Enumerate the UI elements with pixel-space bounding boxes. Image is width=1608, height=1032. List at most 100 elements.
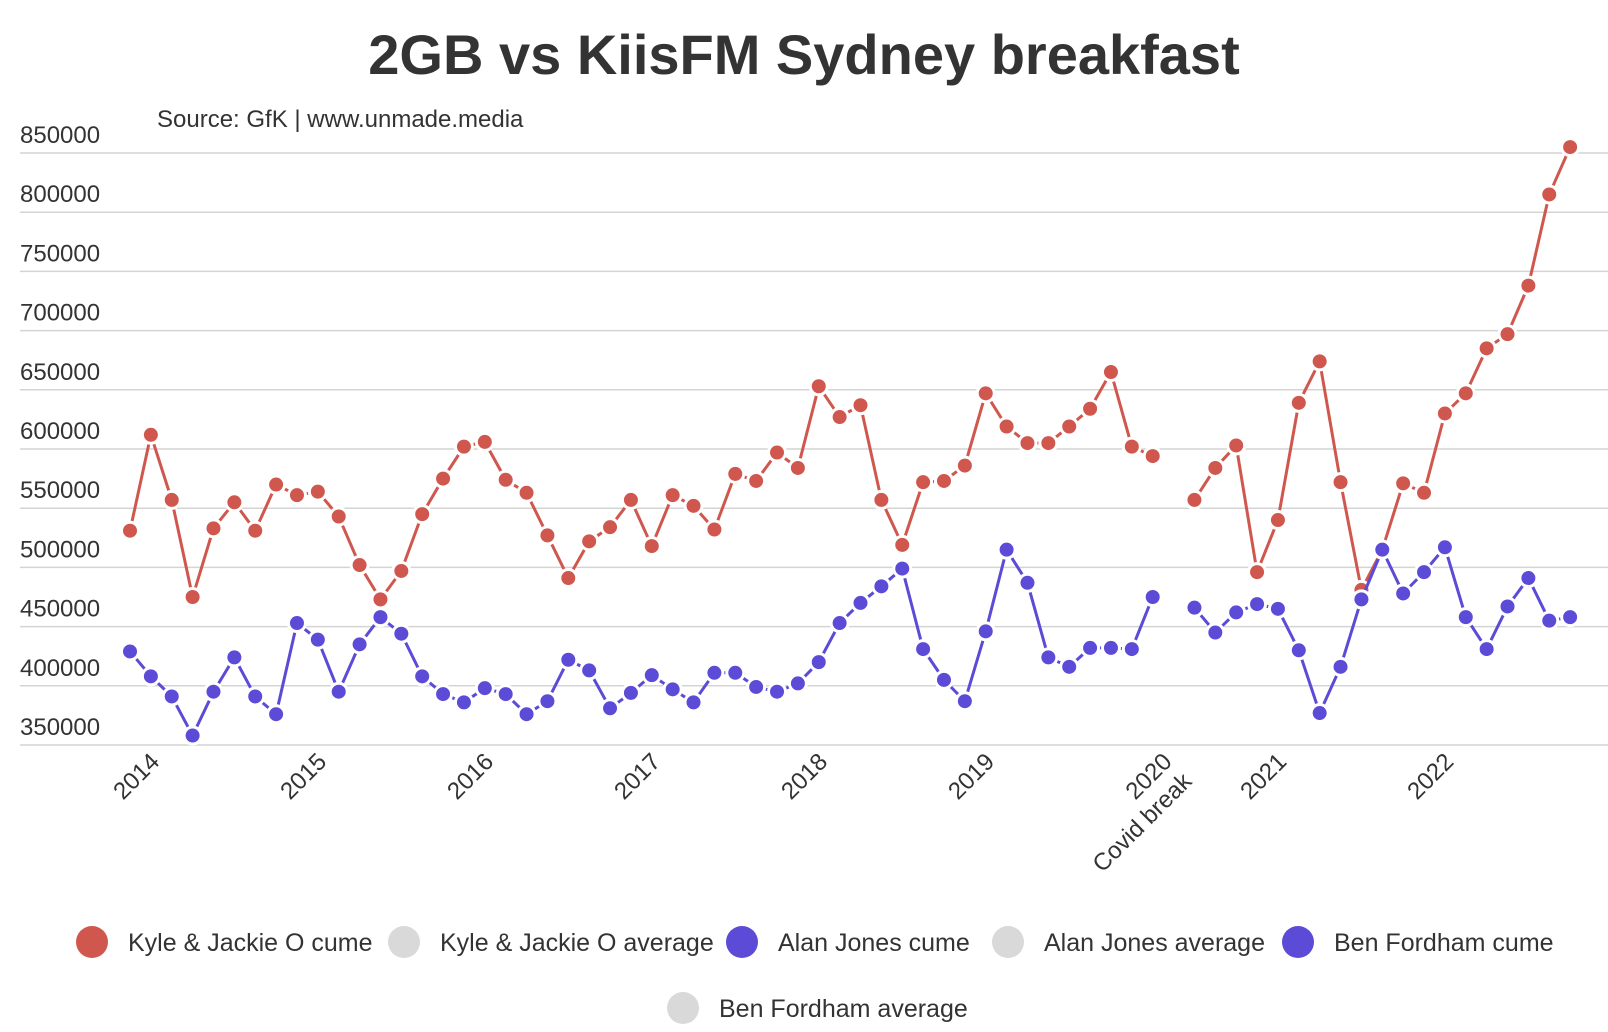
data-point	[829, 613, 850, 634]
y-tick-label: 500000	[20, 536, 100, 563]
data-point	[996, 416, 1017, 437]
legend-label: Kyle & Jackie O cume	[128, 929, 373, 957]
data-point	[1184, 597, 1205, 618]
data-point	[558, 568, 579, 589]
legend-item[interactable]: Kyle & Jackie O average	[388, 926, 714, 958]
data-point	[120, 641, 140, 662]
y-tick-label: 800000	[20, 181, 100, 208]
x-tick-label: 2019	[943, 748, 1000, 805]
data-point	[579, 531, 600, 552]
data-point	[1142, 587, 1163, 607]
data-point	[412, 504, 433, 525]
data-point	[1309, 351, 1330, 372]
data-point	[829, 407, 850, 428]
data-point	[1059, 416, 1080, 437]
x-tick-text: 2015	[275, 748, 332, 805]
data-point	[683, 495, 704, 516]
data-point	[245, 520, 266, 541]
x-tick-label: 2021	[1235, 748, 1292, 805]
data-point	[1100, 637, 1121, 658]
data-point	[1497, 324, 1518, 345]
data-point	[913, 472, 934, 493]
legend-swatch	[388, 926, 420, 958]
grid-layer	[20, 152, 1608, 746]
legend-label: Kyle & Jackie O average	[440, 929, 714, 957]
data-point	[266, 474, 287, 495]
data-point	[746, 470, 767, 491]
data-point	[1121, 436, 1142, 457]
x-tick-text: 2019	[943, 748, 1000, 805]
data-point	[1309, 703, 1330, 724]
data-point	[140, 424, 161, 445]
data-point	[704, 662, 725, 683]
data-point	[1121, 639, 1142, 660]
data-point	[1038, 647, 1059, 668]
legend-label: Alan Jones cume	[778, 929, 970, 957]
data-point	[600, 698, 621, 719]
data-point	[516, 482, 537, 503]
data-point	[495, 469, 516, 490]
data-point	[1351, 589, 1372, 610]
data-point	[474, 431, 495, 452]
data-point	[286, 613, 307, 634]
data-point	[1080, 398, 1101, 419]
data-point	[1288, 640, 1309, 661]
data-point	[1330, 472, 1351, 493]
data-point	[871, 489, 892, 510]
data-point	[1100, 362, 1121, 383]
y-tick-label: 850000	[20, 122, 100, 149]
data-point	[245, 686, 266, 707]
data-point	[1226, 435, 1247, 456]
data-point	[767, 681, 788, 702]
data-point	[307, 629, 328, 650]
legend-item[interactable]: Ben Fordham cume	[1282, 926, 1554, 958]
x-tick-text: 2017	[609, 748, 666, 805]
data-point	[328, 681, 349, 702]
legend-swatch	[992, 926, 1024, 958]
data-point	[1539, 184, 1560, 205]
data-point	[850, 395, 871, 416]
data-point	[892, 534, 913, 555]
data-point	[161, 489, 182, 510]
data-point	[892, 558, 913, 579]
chart-title: 2GB vs KiisFM Sydney breakfast	[368, 23, 1240, 86]
data-point	[620, 682, 641, 703]
data-point	[1497, 596, 1518, 617]
data-point	[579, 660, 600, 681]
data-point	[641, 536, 662, 557]
legend-item[interactable]: Alan Jones cume	[726, 926, 970, 958]
data-point	[203, 681, 224, 702]
data-point	[933, 669, 954, 690]
data-point	[683, 692, 704, 713]
legend-item[interactable]: Alan Jones average	[992, 926, 1265, 958]
data-point	[1247, 562, 1268, 583]
data-point	[767, 442, 788, 463]
data-point	[1414, 482, 1435, 503]
data-point	[266, 704, 287, 725]
data-point	[1455, 607, 1476, 628]
data-point	[161, 686, 182, 707]
data-point	[620, 489, 641, 510]
data-point	[954, 691, 975, 712]
data-point	[1393, 473, 1414, 494]
data-point	[1226, 602, 1247, 623]
data-point	[391, 560, 412, 581]
series-4	[1184, 537, 1581, 724]
data-point	[495, 684, 516, 705]
legend-item[interactable]: Ben Fordham average	[667, 992, 968, 1024]
data-point	[203, 518, 224, 539]
series-line	[128, 146, 1572, 603]
data-point	[1017, 572, 1038, 593]
data-point	[224, 647, 245, 668]
data-point	[516, 704, 537, 725]
data-point	[975, 621, 996, 642]
data-point	[307, 481, 328, 502]
data-point	[120, 520, 140, 541]
legend-item[interactable]: Kyle & Jackie O cume	[76, 926, 373, 958]
legend-swatch	[726, 926, 758, 958]
data-point	[662, 485, 683, 506]
series-layer	[120, 137, 1581, 746]
data-point	[433, 468, 454, 489]
data-point	[433, 684, 454, 705]
